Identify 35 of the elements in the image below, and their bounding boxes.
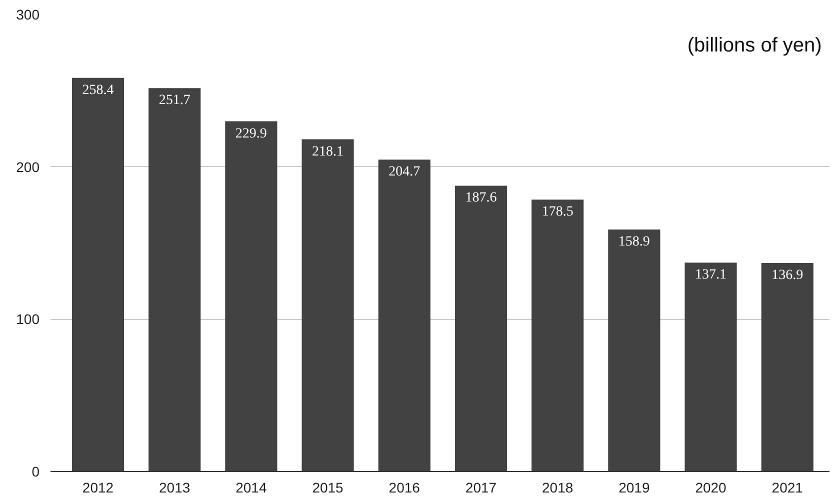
x-tick-label: 2015	[312, 480, 344, 496]
data-label: 187.6	[465, 190, 497, 206]
y-tick-label: 200	[16, 158, 40, 175]
x-tick-label: 2012	[82, 480, 114, 496]
annotation: (billions of yen)	[687, 34, 822, 56]
data-label: 137.1	[695, 268, 727, 283]
data-label: 204.7	[388, 164, 420, 180]
bar	[225, 121, 278, 472]
bar	[72, 78, 124, 472]
x-tick-label: 2019	[618, 480, 650, 496]
data-label: 251.7	[158, 93, 190, 108]
bar	[608, 229, 660, 472]
x-tick-label: 2021	[772, 480, 804, 496]
x-tick-label: 2014	[236, 480, 267, 496]
data-label: 229.9	[235, 126, 267, 142]
x-tick-label: 2017	[465, 480, 497, 496]
x-tick-label: 2013	[159, 480, 190, 496]
bar	[532, 200, 584, 472]
y-tick-label: 300	[16, 6, 40, 22]
data-label: 136.9	[772, 268, 804, 283]
bar	[302, 139, 354, 472]
bar	[454, 186, 508, 472]
x-tick-label: 2016	[388, 480, 420, 496]
y-tick-label: 100	[16, 311, 40, 328]
x-tick-label: 2018	[542, 480, 574, 496]
y-tick-label: 0	[32, 464, 40, 480]
data-label: 158.9	[618, 234, 650, 250]
bar	[684, 262, 737, 472]
data-label: 218.1	[312, 144, 344, 160]
data-label: 178.5	[542, 204, 574, 220]
data-label: 258.4	[82, 82, 114, 98]
bar	[148, 88, 201, 472]
x-tick-label: 2020	[695, 480, 727, 496]
bar	[378, 160, 430, 472]
bar	[761, 262, 814, 472]
